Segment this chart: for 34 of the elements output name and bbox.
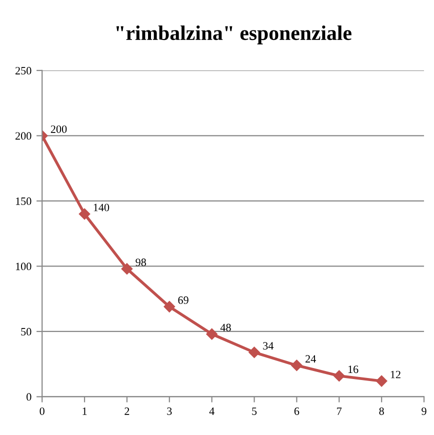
data-label: 34 (263, 342, 274, 350)
x-tick-label: 5 (252, 408, 257, 415)
point (248, 346, 260, 358)
data-label: 12 (390, 370, 400, 378)
data-label: 16 (348, 366, 358, 374)
point (291, 360, 302, 372)
x-tick-label: 7 (337, 408, 342, 415)
point (376, 375, 388, 387)
point (164, 301, 176, 312)
data-label: 98 (136, 258, 146, 266)
y-tick-label: 250 (16, 66, 32, 74)
x-tick-label: 6 (294, 407, 300, 415)
data-label: 200 (50, 125, 67, 133)
y-tick-label: 50 (21, 328, 32, 336)
data-label: 24 (306, 355, 316, 363)
point (121, 263, 133, 274)
x-tick-label: 0 (40, 407, 44, 415)
y-tick-label: 100 (16, 262, 32, 270)
point (206, 328, 218, 340)
y-tick-label: 150 (16, 197, 32, 205)
data-label: 140 (94, 204, 110, 212)
x-tick-label: 2 (124, 407, 130, 415)
y-tick-label: 0 (26, 393, 32, 401)
x-tick-label: 1 (82, 408, 87, 415)
x-tick-label: 3 (167, 407, 172, 415)
y-tick-label: 200 (16, 132, 32, 140)
point (334, 370, 345, 382)
x-tick-label: 8 (379, 407, 384, 415)
x-tick-label: 4 (209, 408, 214, 415)
chart-title: "rimbalzina" esponenziale (116, 25, 352, 44)
point (78, 208, 90, 220)
x-tick-label: 9 (422, 407, 426, 415)
data-label: 48 (220, 324, 231, 332)
data-label: 69 (178, 296, 188, 304)
